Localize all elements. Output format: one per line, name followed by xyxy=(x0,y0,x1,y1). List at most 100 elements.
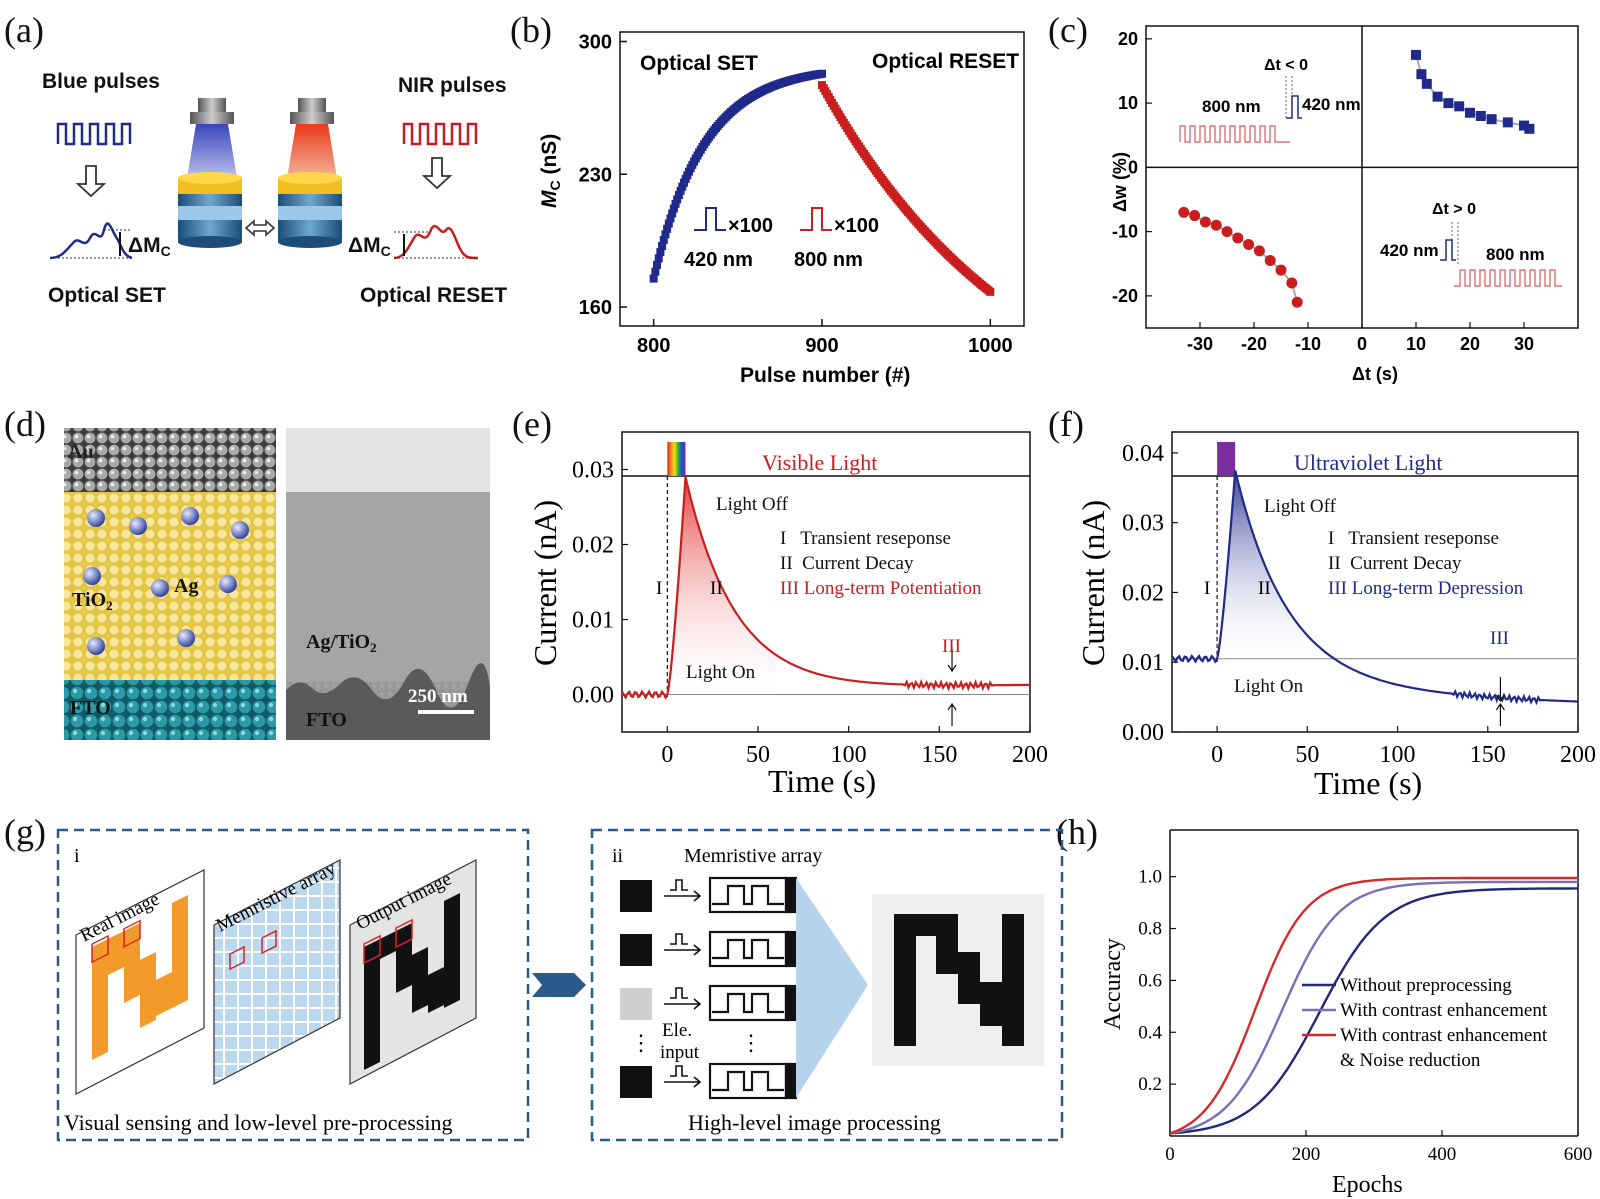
legend-e-3: III Long-term Potentiation xyxy=(780,578,982,599)
red-pulse-train-c2 xyxy=(1454,269,1562,287)
light-on-e: Light On xyxy=(686,662,756,683)
panel-label-c: (c) xyxy=(1048,10,1088,50)
decay-fill xyxy=(1217,470,1326,659)
marker-f-3: III xyxy=(1490,628,1509,649)
y-tick-label-h: 0.6 xyxy=(1138,970,1162,991)
tio2-label-sub: 2 xyxy=(106,598,113,613)
current-trace xyxy=(621,476,1030,700)
y-tick-label-h: 0.8 xyxy=(1138,919,1162,940)
dt-negative-label: Δt < 0 xyxy=(1264,57,1308,74)
ylabel-b-main: M xyxy=(538,190,561,208)
caption-left: Visual sensing and low-level pre-process… xyxy=(64,1110,452,1135)
red-wavelength-b: 800 nm xyxy=(794,249,863,271)
dt-positive-label: Δt > 0 xyxy=(1432,201,1476,218)
red-pulse-train-c1 xyxy=(1179,125,1290,143)
panel-label-a: (a) xyxy=(4,10,44,50)
tem-fto-label: FTO xyxy=(306,709,347,731)
accuracy-curve xyxy=(1169,887,1578,1135)
ltp-point xyxy=(1486,114,1497,125)
ylabel-b-unit: (nS) xyxy=(538,134,561,181)
x-tick-label-c: -10 xyxy=(1295,334,1321,354)
ltd-point xyxy=(1275,264,1287,276)
blue-wavelength-b: 420 nm xyxy=(684,249,753,271)
set-point xyxy=(669,204,678,213)
ltd-point xyxy=(1210,219,1222,231)
fit-curve-c xyxy=(1183,211,1299,303)
ltd-point xyxy=(1243,238,1255,250)
legend-f-3: III Long-term Depression xyxy=(1328,578,1524,599)
label-i: i xyxy=(74,845,80,867)
legend-f-1: I Transient reseponse xyxy=(1328,528,1499,549)
blue-light-device xyxy=(178,98,242,248)
y-tick-label-c: 10 xyxy=(1118,93,1138,113)
ltp-point xyxy=(1411,49,1421,60)
x-tick-label: 50 xyxy=(746,742,770,768)
ylabel-b-sub: C xyxy=(547,180,563,190)
red-light-device xyxy=(278,98,342,248)
ltd-point xyxy=(1264,255,1276,267)
svg-text:Ag/TiO2: Ag/TiO2 xyxy=(306,631,377,655)
marker-e-3: III xyxy=(942,636,961,657)
ltd-point xyxy=(1189,210,1201,222)
delta-mc-sub: C xyxy=(161,243,171,259)
light-off-e: Light Off xyxy=(716,494,789,515)
y-tick-label-c: 0 xyxy=(1128,157,1138,177)
xlabel-h: Epochs xyxy=(1332,1172,1403,1198)
y-tick-label: 0.00 xyxy=(1122,720,1164,746)
panel-label-e: (e) xyxy=(512,404,552,444)
set-point xyxy=(656,248,665,257)
set-point xyxy=(661,230,670,239)
panel-a: Blue pulses NIR pulses ΔMC ΔMC Optical S… xyxy=(42,70,507,307)
x-tick-label-h: 200 xyxy=(1292,1144,1321,1165)
tem-layer-sub: 2 xyxy=(370,640,377,655)
optical-set-label-b: Optical SET xyxy=(640,52,758,75)
fto-label-d: FTO xyxy=(70,697,111,719)
nir-pulses-label: NIR pulses xyxy=(398,74,507,97)
y-tick-label: 0.01 xyxy=(572,608,614,634)
legend-e-1: I Transient reseponse xyxy=(780,528,951,549)
x-tick-label-h: 400 xyxy=(1428,1144,1457,1165)
wl-420-c2: 420 nm xyxy=(1380,241,1439,260)
set-point xyxy=(818,69,826,78)
scale-bar-label: 250 nm xyxy=(408,686,468,707)
x-tick-label-h: 0 xyxy=(1165,1144,1175,1165)
double-arrow-icon xyxy=(244,219,276,237)
ltd-point xyxy=(1178,206,1190,218)
memristor-cells xyxy=(708,876,798,1100)
y-tick-label: 0.02 xyxy=(1122,580,1164,606)
x-tick-label: 200 xyxy=(1012,742,1048,768)
light-on-f: Light On xyxy=(1234,676,1304,697)
ltp-point xyxy=(1421,78,1432,89)
ele-input-2: input xyxy=(660,1042,700,1063)
wl-420-c1: 420 nm xyxy=(1302,95,1361,114)
y-tick-label-h: 0.2 xyxy=(1138,1074,1162,1095)
ltd-point xyxy=(1199,216,1211,228)
x-tick-label: 100 xyxy=(1380,742,1416,768)
xlabel-f: Time (s) xyxy=(1314,765,1422,801)
process-arrow-icon xyxy=(532,973,586,997)
red-single-pulse-icon xyxy=(800,207,832,231)
ylabel-c: Δw (%) xyxy=(1110,152,1130,212)
set-point xyxy=(671,199,680,208)
y-tick-label-c: -20 xyxy=(1112,286,1138,306)
y-tick-label-b: 160 xyxy=(579,297,612,319)
light-off-f: Light Off xyxy=(1264,496,1337,517)
legend-h-1: Without preprocessing xyxy=(1340,975,1512,996)
x-tick-label-b: 1000 xyxy=(968,335,1013,357)
plot-frame-f xyxy=(1171,431,1579,733)
x-tick-label-c: 10 xyxy=(1406,334,1426,354)
marker-e-2: II xyxy=(710,578,723,599)
x-tick-label-b: 800 xyxy=(637,335,670,357)
ltp-point xyxy=(1475,110,1486,121)
output-image-plane: Output image xyxy=(349,859,477,1085)
set-point xyxy=(676,186,685,195)
xlabel-e: Time (s) xyxy=(768,763,876,799)
arrow-down-icon xyxy=(1495,677,1505,703)
set-point xyxy=(658,241,667,250)
set-point xyxy=(653,260,662,269)
real-image-plane: Real image xyxy=(75,869,205,1095)
ltp-point xyxy=(1416,69,1427,80)
panel-b: 800 900 1000 160 230 300 Optical SET Optical … xyxy=(538,31,1025,387)
x-tick-label: 150 xyxy=(921,742,957,768)
